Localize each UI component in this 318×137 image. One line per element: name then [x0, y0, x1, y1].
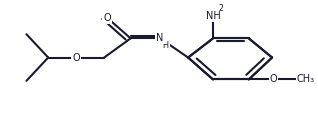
Text: O: O: [270, 75, 278, 84]
Text: CH₃: CH₃: [297, 75, 315, 84]
Text: O: O: [103, 13, 111, 23]
Text: H: H: [163, 41, 169, 50]
Text: N: N: [156, 33, 164, 43]
Text: NH: NH: [206, 12, 220, 21]
Text: O: O: [73, 53, 80, 62]
Text: 2: 2: [218, 4, 223, 13]
